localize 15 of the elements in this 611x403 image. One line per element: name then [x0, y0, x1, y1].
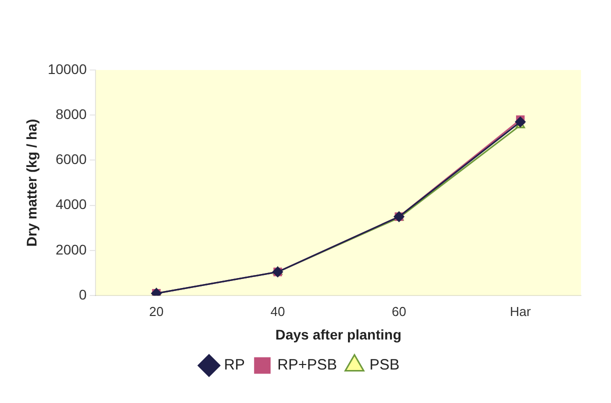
legend-label: RP — [224, 356, 245, 374]
y-tick-label: 4000 — [56, 196, 87, 212]
legend-label: RP+PSB — [277, 356, 337, 374]
y-tick-label: 2000 — [56, 241, 87, 258]
x-tick-label: Har — [510, 304, 532, 319]
y-tick-label: 8000 — [56, 106, 87, 122]
y-tick-label: 10000 — [48, 60, 87, 77]
x-axis-title: Days after planting — [275, 326, 402, 342]
x-tick-label: 20 — [149, 304, 164, 319]
y-tick-label: 0 — [78, 286, 87, 302]
y-tick-label: 6000 — [56, 151, 87, 168]
y-axis-title: Dry matter (kg / ha) — [23, 119, 40, 247]
legend-label: PSB — [369, 356, 400, 374]
x-tick-label: 60 — [392, 304, 406, 319]
x-tick-label: 40 — [270, 304, 285, 319]
